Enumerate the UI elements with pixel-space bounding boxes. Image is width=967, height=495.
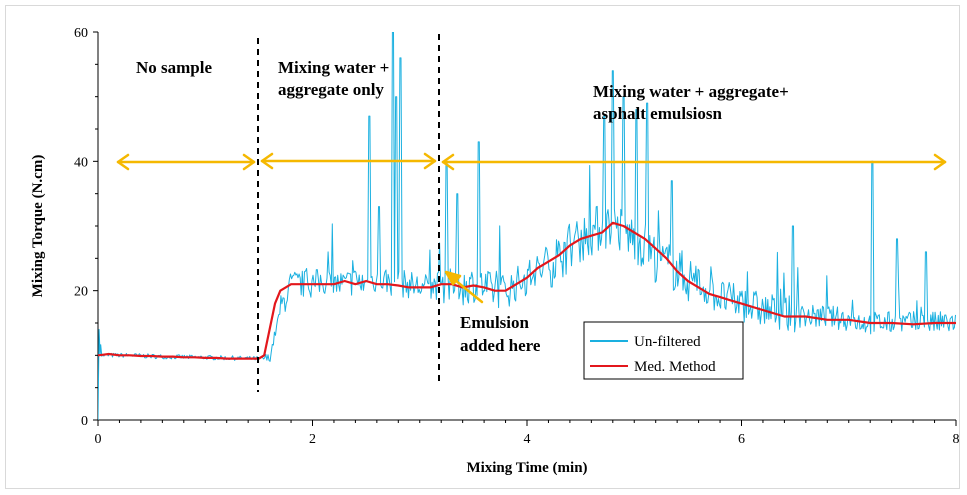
svg-text:No sample: No sample [136,58,212,77]
arrow-with-emulsion [441,153,947,171]
svg-text:aggregate only: aggregate only [278,80,384,99]
x-axis-title: Mixing Time (min) [466,460,587,476]
axes [97,32,956,421]
svg-text:asphalt emulsiosn: asphalt emulsiosn [593,104,722,123]
legend-box [583,321,744,380]
y-tick-labels: 0 20 40 60 [74,26,98,429]
svg-text:Mixing water +: Mixing water + [278,58,389,77]
phase-arrows [116,152,947,304]
x-tick-label: 8 [953,432,960,447]
legend: Un-filtered Med. Method [583,321,744,380]
series-line-med-method [98,221,956,360]
y-tick-label: 40 [74,155,88,170]
annotation-with-emulsion: Mixing water + aggregate+ asphalt emulsi… [593,82,789,123]
annotation-no-sample: No sample [136,58,212,77]
x-tick-label: 0 [95,432,102,447]
arrow-water-aggregate [260,152,437,170]
x-tick-label: 4 [524,432,531,447]
y-tick-label: 60 [74,26,88,41]
legend-label-med-method: Med. Method [634,359,716,375]
series-group [98,32,956,420]
svg-text:added here: added here [460,336,541,355]
svg-text:Emulsion: Emulsion [460,313,530,332]
x-tick-label: 2 [309,432,316,447]
arrow-emulsion-pointer [444,270,484,304]
y-tick-label: 0 [81,414,88,429]
chart-frame [5,5,960,489]
x-tick-labels: 0 2 4 6 8 [95,420,960,447]
y-tick-label: 20 [74,285,88,300]
arrow-no-sample [116,153,256,171]
annotation-emulsion-added: Emulsion added here [460,313,541,355]
y-axis-title: Mixing Torque (N.cm) [30,155,46,298]
legend-label-unfiltered: Un-filtered [634,334,701,350]
annotation-water-aggregate: Mixing water + aggregate only [278,58,389,99]
svg-text:Mixing water + aggregate+: Mixing water + aggregate+ [593,82,789,101]
series-line-unfiltered [98,32,956,420]
x-tick-label: 6 [738,432,745,447]
